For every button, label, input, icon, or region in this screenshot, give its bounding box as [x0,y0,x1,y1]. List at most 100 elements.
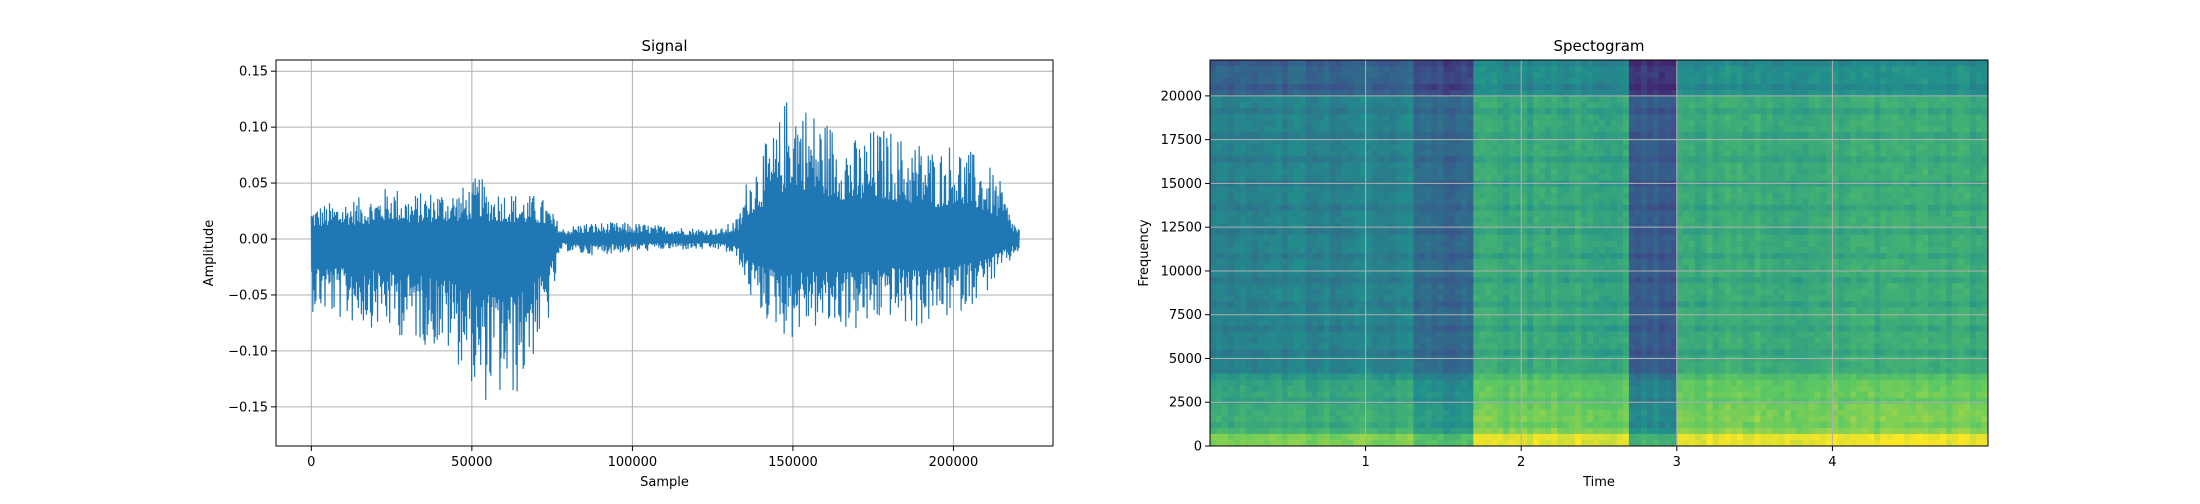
spectrogram-cell [1372,319,1379,326]
spectrogram-cell [1413,247,1420,254]
spectrogram-cell [1629,211,1636,218]
spectrogram-cell [1527,187,1534,194]
spectrogram-cell [1234,283,1241,290]
spectrogram-cell [1665,362,1672,369]
spectrogram-cell [1413,374,1420,381]
spectrogram-cell [1443,84,1450,91]
spectrogram-cell [1641,60,1648,67]
spectrogram-cell [1234,410,1241,417]
spectrogram-cell [1390,235,1397,242]
spectrogram-cell [1521,343,1528,350]
spectrogram-cell [1629,199,1636,206]
spectrogram-cell [1635,337,1642,344]
spectrogram-cell [1647,211,1654,218]
spectrogram-cell [1461,60,1468,67]
spectrogram-cell [1312,120,1319,127]
spectrogram-cell [1635,362,1642,369]
spectrogram-cell [1461,259,1468,266]
spectrogram-cell [1611,132,1618,139]
spectrogram-cell [1647,175,1654,182]
spectrogram-cell [1461,289,1468,296]
spectrogram-cell [1240,132,1247,139]
spectrogram-cell [1509,362,1516,369]
spectrogram-cell [1282,337,1289,344]
spectrogram-cell [1402,307,1409,314]
spectrogram-cell [1563,120,1570,127]
spectrogram-cell [1593,343,1600,350]
spectrogram-cell [1581,223,1588,230]
spectrogram-cell [1587,132,1594,139]
spectrogram-cell [1252,150,1259,157]
spectrogram-cell [1210,96,1217,103]
spectrogram-cell [1240,331,1247,338]
spectrogram-cell [1240,199,1247,206]
spectrogram-cell [1509,331,1516,338]
spectrogram-cell [1641,283,1648,290]
spectrogram-cell [1372,66,1379,73]
spectrogram-cell [1569,96,1576,103]
spectrogram-cell [1354,398,1361,405]
spectrogram-cell [1629,325,1636,332]
spectrogram-cell [1276,72,1283,79]
spectrogram-cell [1503,126,1510,133]
spectrogram-cell [1497,428,1504,435]
spectrogram-cell [1455,157,1462,164]
spectrogram-cell [1270,337,1277,344]
spectrogram-cell [1330,229,1337,236]
spectrogram-cell [1234,144,1241,151]
spectrogram-cell [1419,229,1426,236]
spectrogram-cell [1545,241,1552,248]
spectrogram-cell [1312,253,1319,260]
spectrogram-cell [1659,72,1666,79]
spectrogram-cell [1306,416,1313,423]
spectrogram-cell [1545,416,1552,423]
spectrogram-cell [1210,283,1217,290]
spectrogram-cell [1497,163,1504,170]
spectrogram-cell [1599,223,1606,230]
spectrogram-cell [1569,368,1576,375]
spectrogram-cell [1581,108,1588,115]
spectrogram-cell [1659,343,1666,350]
spectrogram-cell [1366,253,1373,260]
spectrogram-cell [1455,392,1462,399]
spectrogram-cell [1216,398,1223,405]
spectrogram-cell [1641,337,1648,344]
spectrogram-cell [1599,434,1606,441]
spectrogram-cell [1384,374,1391,381]
spectrogram-cell [1413,132,1420,139]
spectrogram-cell [1647,108,1654,115]
spectrogram-cell [1569,343,1576,350]
spectrogram-cell [1467,84,1474,91]
spectrogram-cell [1581,241,1588,248]
spectrogram-cell [1318,193,1325,200]
spectrogram-cell [1378,283,1385,290]
spectrogram-cell [1581,157,1588,164]
spectrogram-cell [1629,181,1636,188]
spectrogram-cell [1485,416,1492,423]
spectrogram-cell [1330,325,1337,332]
spectrogram-cell [1611,60,1618,67]
spectrogram-cell [1443,132,1450,139]
spectrogram-cell [1378,157,1385,164]
spectrogram-cell [1479,229,1486,236]
spectrogram-cell [1431,60,1438,67]
spectrogram-cell [1527,253,1534,260]
spectrogram-cell [1366,120,1373,127]
spectrogram-cell [1300,102,1307,109]
spectrogram-cell [1372,434,1379,441]
spectrogram-cell [1246,96,1253,103]
spectrogram-cell [1479,325,1486,332]
spectrogram-cell [1617,343,1624,350]
spectrogram-cell [1527,277,1534,284]
spectrogram-cell [1641,392,1648,399]
spectrogram-cell [1396,253,1403,260]
spectrogram-cell [1210,60,1217,67]
spectrogram-cell [1372,295,1379,302]
spectrogram-cell [1270,84,1277,91]
spectrogram-cell [1623,343,1630,350]
spectrogram-cell [1455,150,1462,157]
spectrogram-cell [1312,132,1319,139]
spectrogram-cell [1407,350,1414,357]
spectrogram-cell [1402,404,1409,411]
spectrogram-cell [1234,108,1241,115]
